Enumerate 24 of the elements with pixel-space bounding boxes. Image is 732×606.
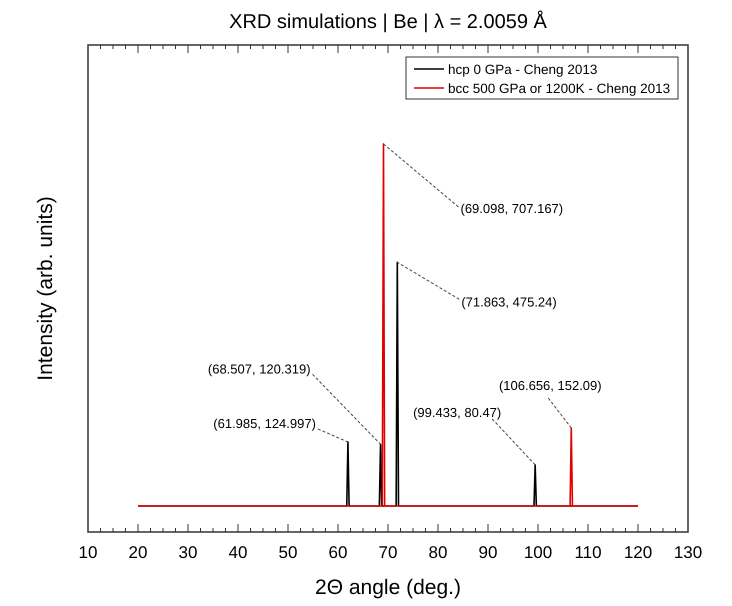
x-tick-label: 110 bbox=[574, 543, 602, 562]
annotation: (106.656, 152.09) bbox=[498, 378, 602, 394]
x-tick-label: 80 bbox=[428, 543, 448, 562]
x-axis-title: 2Θ angle (deg.) bbox=[315, 576, 461, 599]
x-tick-label: 40 bbox=[228, 543, 248, 562]
x-tick-label: 70 bbox=[378, 543, 398, 562]
x-tick-label: 30 bbox=[178, 543, 198, 562]
x-tick-label: 130 bbox=[674, 543, 702, 562]
y-axis-title: Intensity (arb. units) bbox=[34, 196, 57, 381]
annotation: (69.098, 707.167) bbox=[460, 200, 564, 216]
x-tick-label: 100 bbox=[524, 543, 552, 562]
x-tick-label: 10 bbox=[78, 543, 98, 562]
x-tick-label: 50 bbox=[278, 543, 298, 562]
chart-title: XRD simulations | Be | λ = 2.0059 Å bbox=[229, 10, 548, 33]
annotation: (71.863, 475.24) bbox=[461, 294, 557, 310]
legend-label: hcp 0 GPa - Cheng 2013 bbox=[448, 62, 598, 77]
x-tick-label: 120 bbox=[624, 543, 652, 562]
annotation: (68.507, 120.319) bbox=[208, 361, 311, 376]
x-tick-label: 90 bbox=[478, 543, 498, 562]
annotation: (99.433, 80.47) bbox=[413, 404, 502, 420]
x-tick-label: 20 bbox=[128, 543, 148, 562]
legend-label: bcc 500 GPa or 1200K - Cheng 2013 bbox=[448, 81, 670, 96]
x-tick-label: 60 bbox=[328, 543, 348, 562]
annotation: (61.985, 124.997) bbox=[213, 416, 316, 431]
